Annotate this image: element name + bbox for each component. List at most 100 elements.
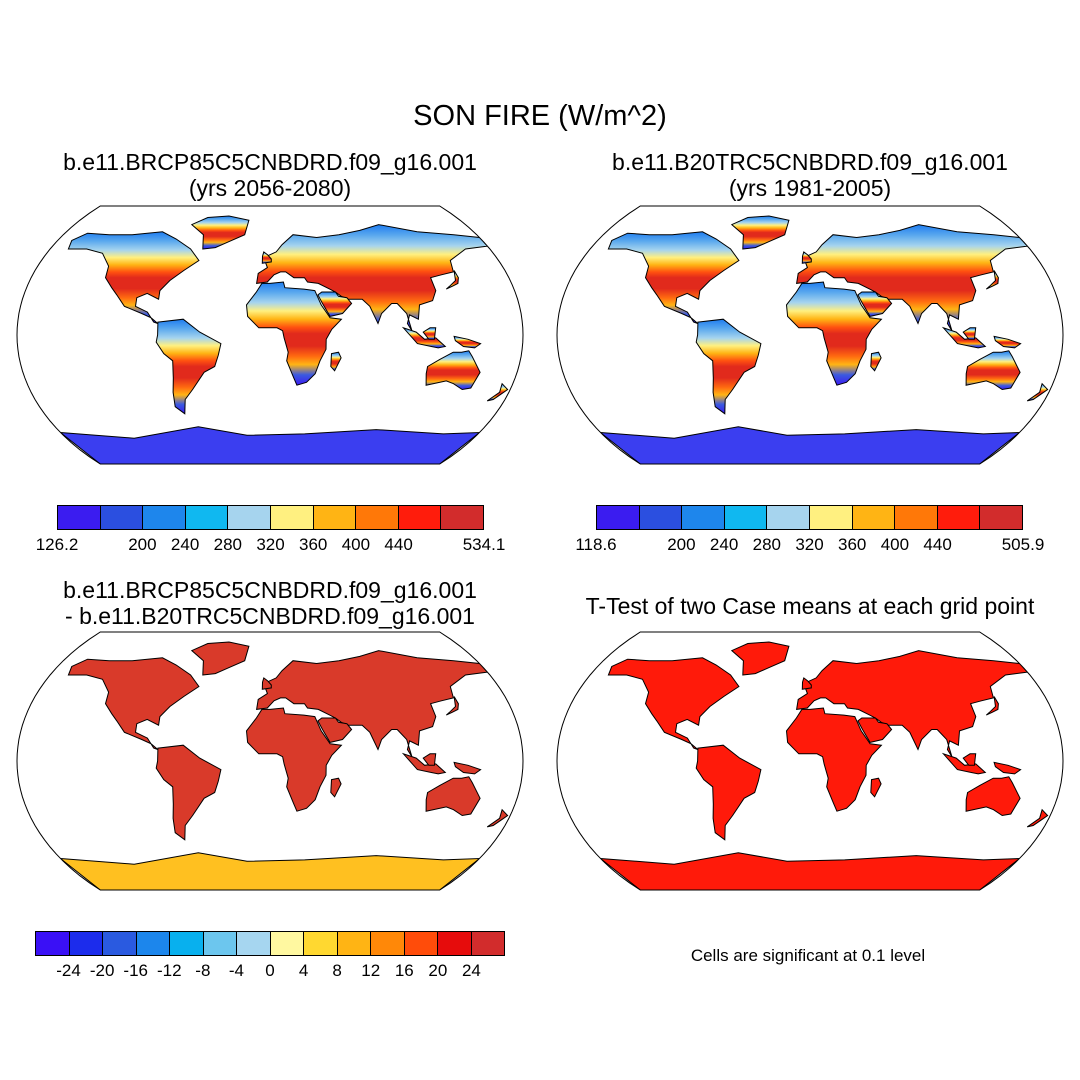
colorbar-box xyxy=(895,506,938,529)
colorbar-box xyxy=(203,932,237,955)
land-indonesia xyxy=(941,326,987,349)
colorbar-box xyxy=(143,506,186,529)
land-eurasia xyxy=(256,650,489,757)
land-arabia xyxy=(857,291,893,317)
colorbar-tick-label: 280 xyxy=(213,535,242,554)
land-indonesia xyxy=(401,752,447,775)
colorbar-box xyxy=(304,932,338,955)
land-japan xyxy=(445,696,459,716)
land-northAmerica xyxy=(67,231,200,324)
colorbar-box xyxy=(441,506,483,529)
colorbar-box xyxy=(337,932,371,955)
colorbar-tick-label: -12 xyxy=(156,961,182,980)
colorbar-box xyxy=(597,506,640,529)
land-madagascar xyxy=(330,777,342,798)
colorbar-box xyxy=(852,506,896,529)
colorbar-box xyxy=(36,932,70,955)
land-australia xyxy=(425,776,481,817)
colorbar-box xyxy=(767,506,810,529)
land-arabia xyxy=(317,291,353,317)
land-antarctica xyxy=(58,852,482,890)
colorbar-box xyxy=(270,932,304,955)
map-outline xyxy=(16,205,524,465)
panel-2-title-line1: b.e11.B20TRC5CNBDRD.f09_g16.001 xyxy=(612,149,1008,175)
land-greenland xyxy=(730,641,790,676)
land-australia xyxy=(965,776,1021,817)
colorbar-tick-label: 8 xyxy=(332,961,342,980)
figure-title: SON FIRE (W/m^2) xyxy=(413,100,667,132)
colorbar-tick-label: 240 xyxy=(709,535,739,554)
colorbar-tick-label: 200 xyxy=(667,535,696,554)
land-newZealand xyxy=(486,808,509,828)
colorbar-tick-label: 118.6 xyxy=(575,535,617,554)
colorbar-box xyxy=(228,506,271,529)
land-antarctica xyxy=(598,852,1022,890)
colorbar-box xyxy=(398,506,442,529)
colorbar-box xyxy=(937,506,981,529)
colorbar-tick-label: 440 xyxy=(923,535,952,554)
panel-1-title-line2: (yrs 2056-2080) xyxy=(188,175,352,201)
land-borneo xyxy=(422,327,437,340)
panel-2-title: b.e11.B20TRC5CNBDRD.f09_g16.001 (yrs 198… xyxy=(550,149,1070,201)
colorbar-panel-2-labels: 118.6 200 240 280 320 360 400 440 505.9 xyxy=(575,535,1044,557)
colorbar-tick-label: 4 xyxy=(298,961,309,980)
colorbar-tick-label: 320 xyxy=(795,535,824,554)
land-japan xyxy=(985,270,999,290)
land-southAmerica xyxy=(695,744,762,841)
land-borneo xyxy=(962,753,977,766)
colorbar-tick-label: 126.2 xyxy=(35,535,79,554)
land-japan xyxy=(985,696,999,716)
colorbar-panel-2 xyxy=(596,505,1023,530)
land-greenland xyxy=(190,215,250,250)
map-outline xyxy=(556,205,1064,465)
land-newZealand xyxy=(1026,808,1049,828)
land-madagascar xyxy=(870,777,882,798)
land-southAmerica xyxy=(155,318,222,415)
colorbar-box xyxy=(371,932,405,955)
colorbar-tick-label: 16 xyxy=(394,961,414,980)
land-britain xyxy=(261,251,272,264)
colorbar-tick-label: 20 xyxy=(428,961,448,980)
colorbar-box xyxy=(237,932,271,955)
colorbar-tick-label: 24 xyxy=(461,961,481,980)
colorbar-tick-label: 440 xyxy=(384,535,413,554)
land-northAmerica xyxy=(607,231,740,324)
panel-3-title: b.e11.BRCP85C5CNBDRD.f09_g16.001 - b.e11… xyxy=(10,577,530,629)
land-borneo xyxy=(962,327,977,340)
land-australia xyxy=(965,350,1021,391)
colorbar-tick-label: -24 xyxy=(56,961,81,980)
land-eurasia xyxy=(796,650,1029,757)
colorbar-box xyxy=(404,932,438,955)
land-australia xyxy=(425,350,481,391)
colorbar-tick-label: 505.9 xyxy=(1001,535,1045,554)
colorbar-tick-label: 200 xyxy=(128,535,157,554)
colorbar-tick-label: 280 xyxy=(752,535,781,554)
land-eurasia xyxy=(256,224,489,331)
colorbar-box xyxy=(136,932,170,955)
colorbar-box xyxy=(980,506,1022,529)
panel-3-title-line1: b.e11.BRCP85C5CNBDRD.f09_g16.001 xyxy=(63,577,477,603)
map-outline xyxy=(16,631,524,891)
colorbar-box xyxy=(471,932,504,955)
land-madagascar xyxy=(330,351,342,372)
colorbar-box xyxy=(270,506,314,529)
map-outline xyxy=(556,631,1064,891)
colorbar-panel-1 xyxy=(57,505,484,530)
land-indonesia xyxy=(401,326,447,349)
colorbar-tick-label: 400 xyxy=(341,535,371,554)
panel-1-title-line1: b.e11.BRCP85C5CNBDRD.f09_g16.001 xyxy=(63,149,477,175)
land-newGuinea xyxy=(453,335,482,349)
map-panel-3 xyxy=(16,631,524,891)
panel-3-title-line2: - b.e11.B20TRC5CNBDRD.f09_g16.001 xyxy=(65,603,475,629)
land-africa xyxy=(245,281,343,386)
land-newZealand xyxy=(1026,382,1049,402)
land-indonesia xyxy=(941,752,987,775)
land-greenland xyxy=(730,215,790,250)
colorbar-panel-3 xyxy=(35,931,505,956)
land-southAmerica xyxy=(155,744,222,841)
land-arabia xyxy=(317,717,353,743)
colorbar-tick-label: 360 xyxy=(838,535,867,554)
land-northAmerica xyxy=(607,657,740,750)
land-newZealand xyxy=(486,382,509,402)
land-newGuinea xyxy=(993,335,1022,349)
